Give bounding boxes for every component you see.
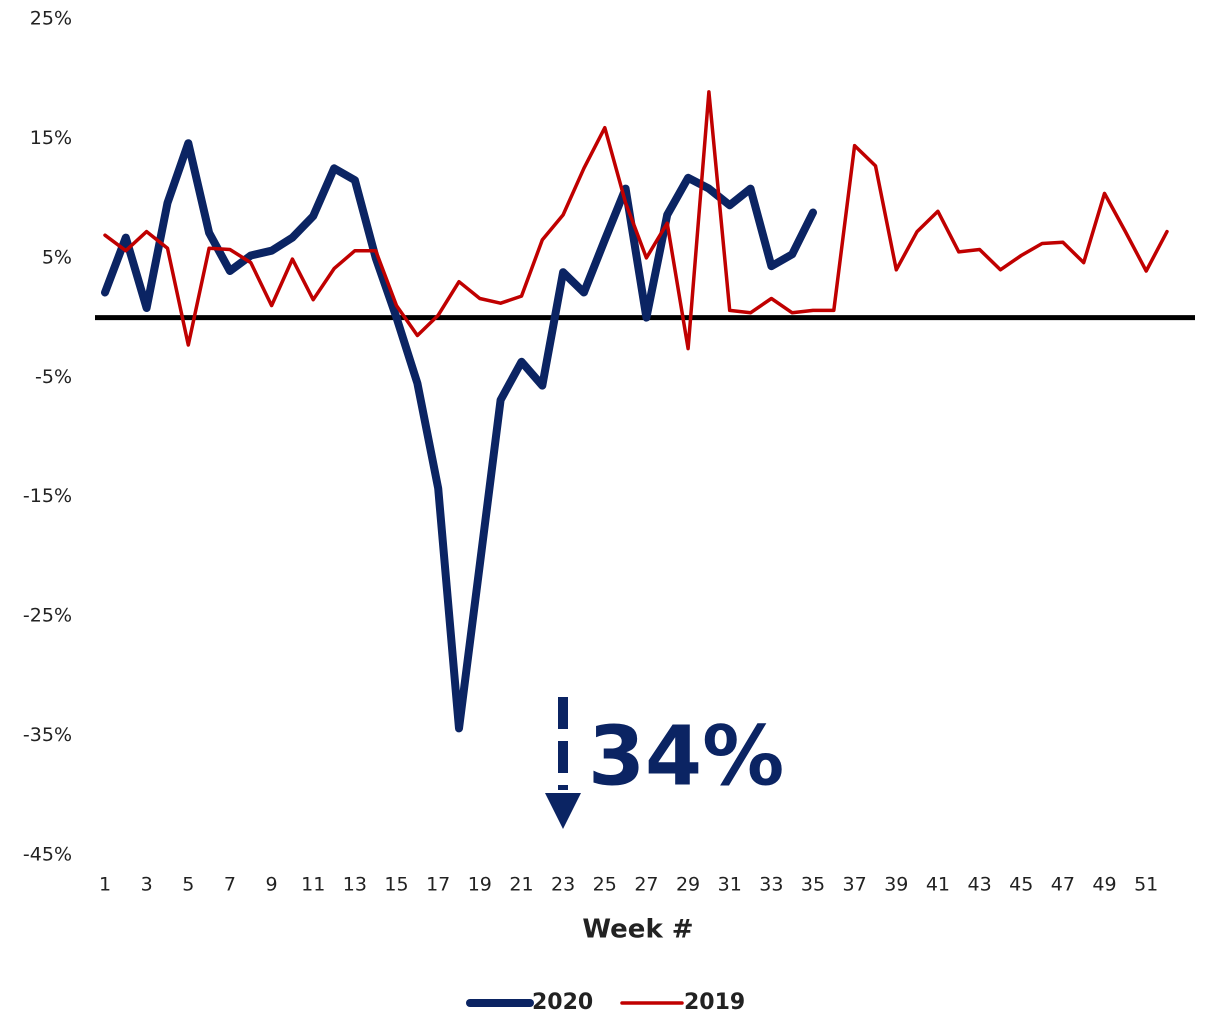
x-tick-label: 21 [509,874,533,896]
y-tick-label: -35% [23,724,72,746]
x-tick-label: 1 [99,874,111,896]
x-tick-label: 13 [343,874,367,896]
annotation: 34% [588,709,784,804]
x-tick-label: 41 [926,874,950,896]
annotation-arrow [545,697,581,829]
x-tick-label: 19 [468,874,492,896]
x-tick-label: 11 [301,874,325,896]
x-tick-label: 35 [801,874,825,896]
x-tick-label: 51 [1134,874,1158,896]
legend-label: 2019 [684,990,745,1015]
x-tick-label: 49 [1092,874,1116,896]
x-tick-label: 23 [551,874,575,896]
x-tick-label: 3 [141,874,153,896]
x-tick-label: 15 [384,874,408,896]
x-tick-label: 9 [266,874,278,896]
x-tick-label: 7 [224,874,236,896]
y-tick-label: -25% [23,605,72,627]
x-tick-label: 5 [182,874,194,896]
x-axis-label: Week # [582,915,693,945]
y-tick-label: 15% [30,127,72,149]
x-tick-label: 37 [843,874,867,896]
y-tick-label: -5% [35,366,72,388]
x-tick-label: 17 [426,874,450,896]
line-2020 [101,139,817,733]
legend-label: 2020 [532,990,593,1015]
y-tick-label: -15% [23,485,72,507]
y-tick-label: -45% [23,844,72,866]
x-tick-label: 25 [593,874,617,896]
x-tick-label: 39 [884,874,908,896]
x-tick-label: 27 [634,874,658,896]
line-2019 [103,90,1169,351]
x-tick-label: 43 [967,874,991,896]
y-tick-label: 25% [30,8,72,30]
x-tick-label: 47 [1051,874,1075,896]
y-tick-label: 5% [42,246,72,268]
x-tick-label: 31 [718,874,742,896]
x-tick-label: 29 [676,874,700,896]
x-tick-label: 45 [1009,874,1033,896]
arrow-head [545,793,581,829]
x-tick-label: 33 [759,874,783,896]
